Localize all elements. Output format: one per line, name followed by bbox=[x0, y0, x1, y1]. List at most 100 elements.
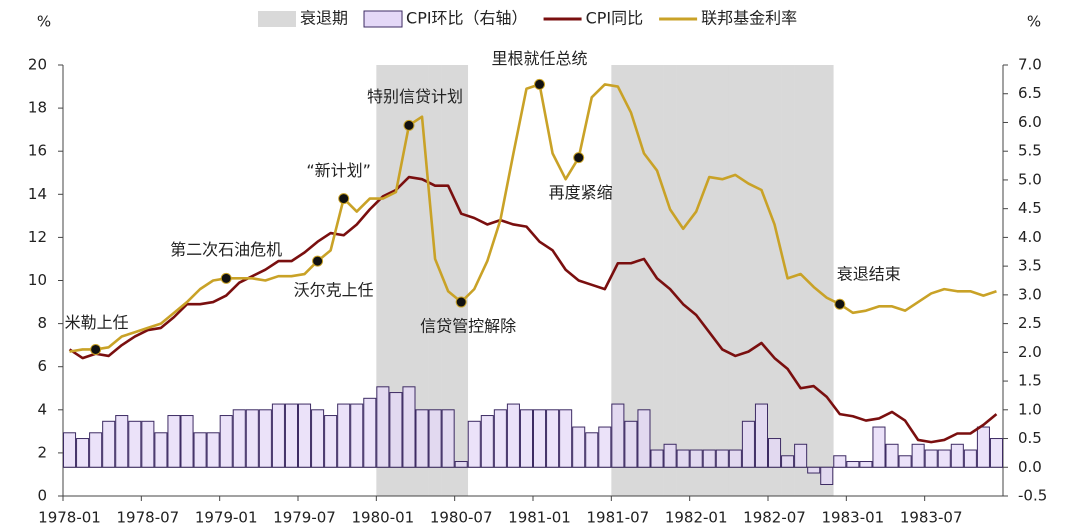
y-tick-label: 16 bbox=[28, 142, 47, 160]
bar bbox=[807, 466, 821, 474]
y2-tick-label: 6.5 bbox=[1018, 84, 1042, 102]
y-tick-label: 8 bbox=[37, 314, 47, 332]
bar bbox=[989, 438, 1004, 468]
y-tick-label: 0 bbox=[37, 487, 47, 505]
annotation: 第二次石油危机 bbox=[170, 240, 282, 259]
annotation: 再度紧缩 bbox=[549, 183, 613, 202]
recession-band bbox=[741, 65, 756, 496]
bar bbox=[754, 403, 769, 468]
bar bbox=[976, 426, 990, 468]
y2-tick-label: 3.0 bbox=[1018, 285, 1042, 303]
bar bbox=[624, 420, 638, 468]
bar bbox=[180, 415, 194, 468]
recession-band bbox=[624, 65, 638, 496]
annotation: 沃尔克上任 bbox=[294, 281, 374, 300]
x-tick-label: 1983-01 bbox=[822, 509, 885, 527]
recession-band bbox=[676, 65, 690, 496]
y2-tick-label: 3.5 bbox=[1018, 257, 1042, 275]
annotation: 信贷管控解除 bbox=[420, 317, 516, 336]
bar bbox=[637, 409, 651, 468]
bar bbox=[911, 443, 925, 468]
bar bbox=[585, 432, 599, 468]
recession-band bbox=[454, 65, 469, 496]
y-tick-label: 4 bbox=[37, 400, 47, 418]
bar bbox=[768, 438, 782, 468]
recession-band bbox=[715, 65, 730, 496]
recession-band bbox=[754, 65, 769, 496]
x-tick-label: 1980-01 bbox=[352, 509, 415, 527]
bar bbox=[232, 409, 246, 468]
bar bbox=[833, 455, 847, 468]
bar bbox=[741, 420, 755, 468]
y2-tick-label: 1.5 bbox=[1018, 372, 1042, 390]
recession-band bbox=[781, 65, 795, 496]
bar bbox=[794, 443, 808, 468]
y2-tick-label: 5.5 bbox=[1018, 142, 1042, 160]
x-tick-label: 1979-01 bbox=[195, 509, 258, 527]
bar bbox=[519, 409, 534, 468]
y2-tick-label: 4.0 bbox=[1018, 228, 1042, 246]
bar bbox=[950, 443, 964, 468]
y-unit: % bbox=[37, 13, 51, 31]
y2-tick-label: 4.5 bbox=[1018, 199, 1042, 217]
bar bbox=[650, 449, 664, 468]
bar bbox=[559, 409, 573, 468]
annotation: 里根就任总统 bbox=[492, 49, 588, 68]
y-tick-label: 18 bbox=[28, 99, 47, 117]
recession-band bbox=[702, 65, 717, 496]
bar bbox=[206, 432, 220, 468]
bar bbox=[128, 420, 142, 468]
bar bbox=[480, 415, 494, 468]
bar bbox=[493, 409, 507, 468]
bar bbox=[271, 403, 285, 468]
bar bbox=[937, 449, 951, 468]
bar bbox=[506, 403, 520, 468]
bar bbox=[859, 461, 873, 468]
recession-band bbox=[415, 65, 429, 496]
bar bbox=[284, 403, 299, 468]
y-tick-label: 2 bbox=[37, 443, 47, 461]
x-tick-label: 1978-01 bbox=[38, 509, 101, 527]
bar bbox=[702, 449, 716, 468]
x-tick-label: 1982-01 bbox=[665, 509, 728, 527]
bar bbox=[715, 449, 729, 468]
annotation: “新计划” bbox=[306, 161, 371, 180]
legend-label: CPI环比（右轴） bbox=[406, 9, 528, 28]
y2-tick-label: 5.0 bbox=[1018, 170, 1042, 188]
y-tick-label: 14 bbox=[28, 185, 47, 203]
bar bbox=[872, 426, 886, 468]
bar bbox=[115, 415, 129, 468]
recession-band bbox=[637, 65, 651, 496]
recession-band bbox=[650, 65, 664, 496]
recession-band bbox=[807, 65, 821, 496]
y2-tick-label: 1.0 bbox=[1018, 400, 1042, 418]
y-tick-label: 12 bbox=[28, 228, 47, 246]
legend-label: 衰退期 bbox=[300, 9, 348, 28]
bar bbox=[728, 449, 742, 468]
bar bbox=[298, 403, 312, 468]
annotation-dot bbox=[220, 272, 232, 284]
bar bbox=[350, 403, 364, 468]
y2-tick-label: -0.5 bbox=[1018, 487, 1047, 505]
x-tick-label: 1981-07 bbox=[587, 509, 650, 527]
bar bbox=[467, 420, 481, 468]
bar bbox=[441, 409, 455, 468]
annotation: 米勒上任 bbox=[65, 313, 129, 332]
recession-band bbox=[611, 65, 625, 496]
annotation: 特别信贷计划 bbox=[367, 87, 463, 106]
bar bbox=[846, 461, 860, 468]
bar bbox=[311, 409, 325, 468]
bar bbox=[428, 409, 442, 468]
y2-tick-label: 7.0 bbox=[1018, 56, 1042, 74]
bar bbox=[924, 449, 938, 468]
bar bbox=[963, 449, 977, 468]
line bbox=[68, 175, 998, 444]
annotation: 衰退结束 bbox=[837, 265, 901, 284]
bar bbox=[141, 420, 155, 468]
y2-tick-label: 2.0 bbox=[1018, 343, 1042, 361]
annotation-dot bbox=[534, 78, 546, 90]
recession-band bbox=[663, 65, 677, 496]
bar bbox=[572, 426, 586, 468]
legend-swatch bbox=[363, 10, 403, 28]
